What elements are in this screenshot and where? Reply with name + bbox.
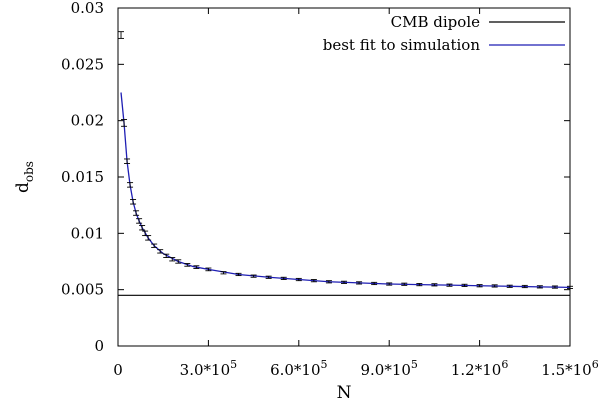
data-point	[521, 284, 528, 289]
data-point	[136, 218, 143, 224]
y-tick-label: 0.02	[71, 112, 104, 130]
data-point	[506, 284, 513, 288]
data-point	[295, 277, 302, 282]
x-tick-mantissa: 9.0*10	[360, 361, 410, 379]
data-point	[401, 282, 408, 286]
y-axis-title: dobs	[13, 161, 36, 193]
data-point	[157, 249, 164, 254]
data-point	[356, 281, 363, 285]
y-axis-title-main: d	[13, 182, 33, 193]
data-point	[145, 235, 152, 241]
y-tick-label: 0.005	[61, 281, 104, 299]
data-point	[118, 31, 125, 39]
y-axis-title-sub: obs	[22, 161, 36, 182]
x-tick-mantissa: 1.5*10	[541, 361, 591, 379]
x-tick-label: 6.0*105	[270, 358, 327, 379]
data-point	[476, 284, 483, 288]
data-point	[431, 283, 438, 287]
data-point	[193, 265, 200, 269]
data-point	[175, 259, 182, 264]
x-axis-title: N	[337, 383, 352, 403]
x-tick-exponent: 6	[501, 358, 508, 371]
legend-label-best-fit: best fit to simulation	[323, 36, 481, 54]
y-tick-label: 0	[94, 337, 104, 355]
data-point	[265, 275, 272, 279]
x-tick-mantissa: 1.2*10	[451, 361, 501, 379]
data-point	[446, 283, 453, 287]
x-tick-label: 9.0*105	[360, 358, 417, 379]
y-tick-label: 0.01	[71, 224, 104, 242]
x-tick-mantissa: 6.0*10	[270, 361, 320, 379]
data-point	[235, 272, 242, 277]
x-tick-label: 1.5*106	[541, 358, 598, 379]
data-point	[551, 285, 558, 289]
data-point	[163, 253, 170, 259]
data-point	[491, 284, 498, 288]
data-point	[386, 282, 393, 286]
data-point	[461, 283, 468, 287]
legend-label-cmb-dipole: CMB dipole	[391, 13, 480, 31]
data-point	[341, 280, 347, 284]
x-tick-label: 3.0*105	[180, 358, 237, 379]
data-point	[220, 271, 227, 275]
data-point	[121, 119, 128, 127]
data-point	[127, 182, 134, 188]
x-tick-exponent: 5	[321, 358, 328, 371]
data-point	[536, 285, 543, 289]
data-point	[416, 283, 423, 287]
data-point	[205, 267, 212, 272]
data-point	[280, 276, 287, 280]
data-marks	[118, 31, 573, 296]
data-point	[133, 210, 140, 216]
data-point	[325, 280, 332, 284]
x-tick-label: 1.2*106	[451, 358, 508, 379]
data-point	[124, 158, 131, 164]
x-tick-label: 0	[113, 361, 123, 379]
y-tick-label: 0.015	[61, 168, 104, 186]
x-tick-exponent: 5	[411, 358, 418, 371]
best-fit-curve	[120, 92, 571, 289]
data-point	[139, 224, 146, 231]
x-tick-exponent: 6	[592, 358, 599, 371]
y-tick-label: 0.03	[71, 0, 104, 17]
data-point	[130, 199, 137, 205]
data-point	[142, 230, 149, 237]
x-tick-exponent: 5	[230, 358, 237, 371]
y-tick-label: 0.025	[61, 55, 104, 73]
data-point	[250, 274, 257, 278]
data-point	[567, 285, 573, 289]
legend: CMB dipole best fit to simulation	[323, 13, 565, 54]
data-point	[169, 257, 176, 262]
data-point	[151, 243, 158, 248]
x-tick-mantissa: 3.0*10	[180, 361, 230, 379]
data-point	[310, 279, 317, 283]
x-tick-mantissa: 0	[113, 361, 123, 379]
data-point	[184, 263, 191, 267]
data-point	[371, 281, 378, 286]
